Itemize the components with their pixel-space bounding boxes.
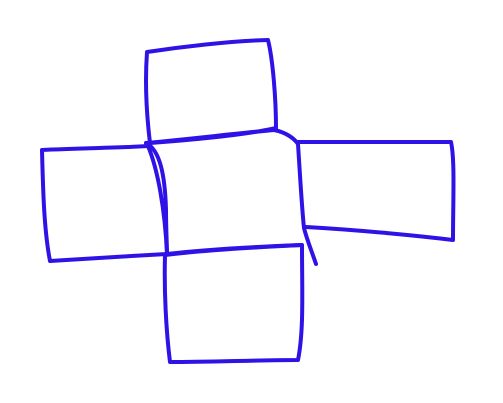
top-square (144, 38, 278, 145)
left-square (40, 144, 169, 263)
right-rectangle (296, 139, 456, 242)
bottom-square (162, 243, 305, 364)
